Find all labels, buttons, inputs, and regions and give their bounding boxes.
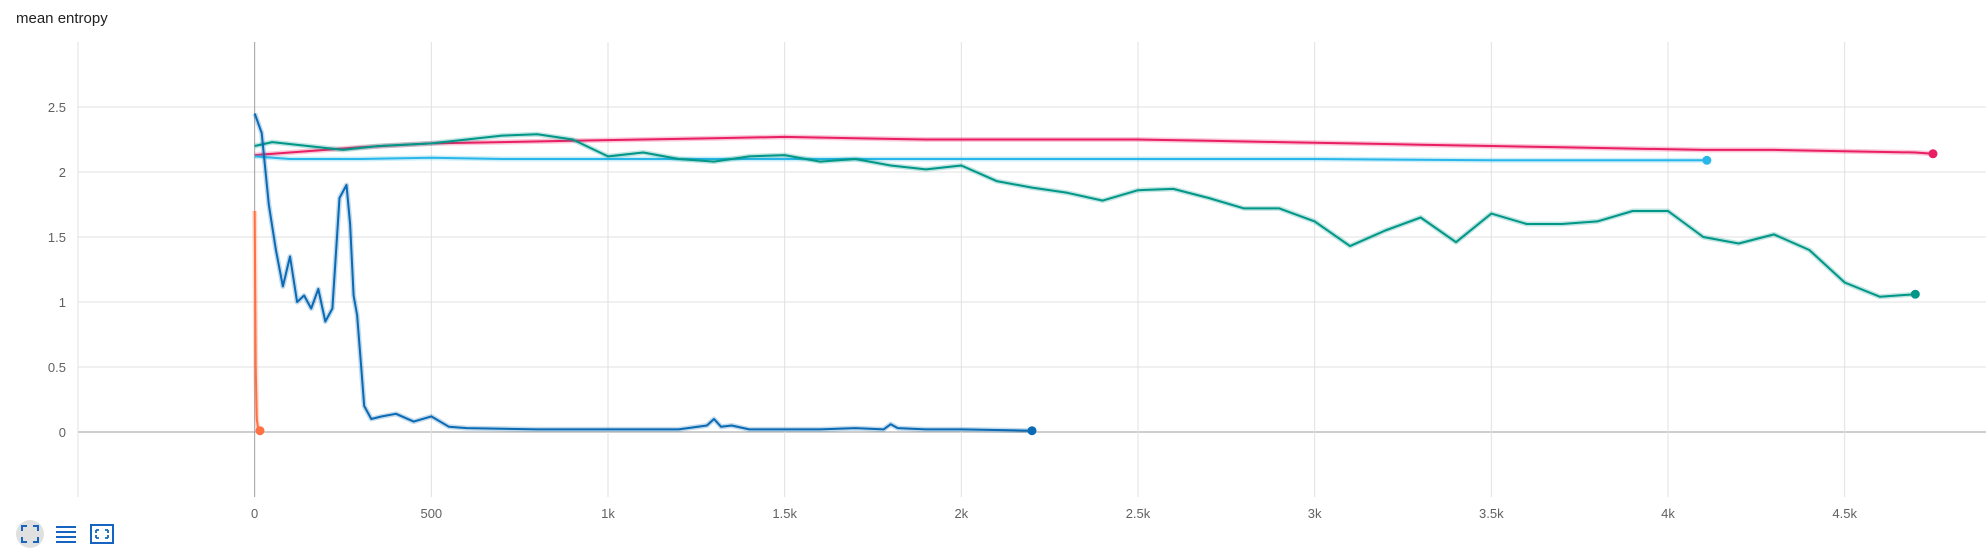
data-list-icon xyxy=(56,526,76,543)
y-tick-label: 0 xyxy=(59,425,66,440)
fullscreen-icon xyxy=(21,525,39,543)
x-tick-label: 3k xyxy=(1308,506,1322,520)
series-3-end-point[interactable] xyxy=(1027,426,1037,436)
fullscreen-button[interactable] xyxy=(16,520,44,548)
x-tick-label: 2.5k xyxy=(1126,506,1151,520)
x-tick-label: 0 xyxy=(251,506,258,520)
chart-toolbar xyxy=(16,520,116,548)
series-1-line xyxy=(254,155,1707,162)
y-tick-label: 1 xyxy=(59,295,66,310)
x-tick-label: 3.5k xyxy=(1479,506,1504,520)
series-0-line xyxy=(254,135,1934,157)
x-tick-label: 1k xyxy=(601,506,615,520)
y-tick-label: 2 xyxy=(59,165,66,180)
series-1-end-point[interactable] xyxy=(1702,155,1712,165)
y-tick-label: 1.5 xyxy=(48,230,66,245)
series-0-end-point[interactable] xyxy=(1928,149,1938,159)
line-chart: 0 0.5 1 1.5 2 2.5 0 500 1k 1.5k 2k 2.5k 3k 3.5k 4k 4.5k xyxy=(48,42,1986,520)
y-tick-label: 0.5 xyxy=(48,360,66,375)
chart-title: mean entropy xyxy=(16,10,108,27)
x-tick-label: 2k xyxy=(954,506,968,520)
axes: 0 0.5 1 1.5 2 2.5 0 500 1k 1.5k 2k 2.5k 3k 3.5k 4k 4.5k xyxy=(48,42,1857,520)
x-tick-label: 4k xyxy=(1661,506,1675,520)
y-tick-label: 2.5 xyxy=(48,100,66,115)
series-group xyxy=(252,112,1938,436)
x-tick-label: 4.5k xyxy=(1832,506,1857,520)
series-4-end-point[interactable] xyxy=(255,426,265,436)
fit-domain-icon xyxy=(90,524,114,544)
x-tick-label: 1.5k xyxy=(772,506,797,520)
fit-domain-button[interactable] xyxy=(88,520,116,548)
x-tick-label: 500 xyxy=(420,506,442,520)
data-list-button[interactable] xyxy=(52,520,80,548)
series-2-end-point[interactable] xyxy=(1910,289,1920,299)
series-3-line xyxy=(253,113,1033,432)
series-2-line xyxy=(254,133,1916,298)
